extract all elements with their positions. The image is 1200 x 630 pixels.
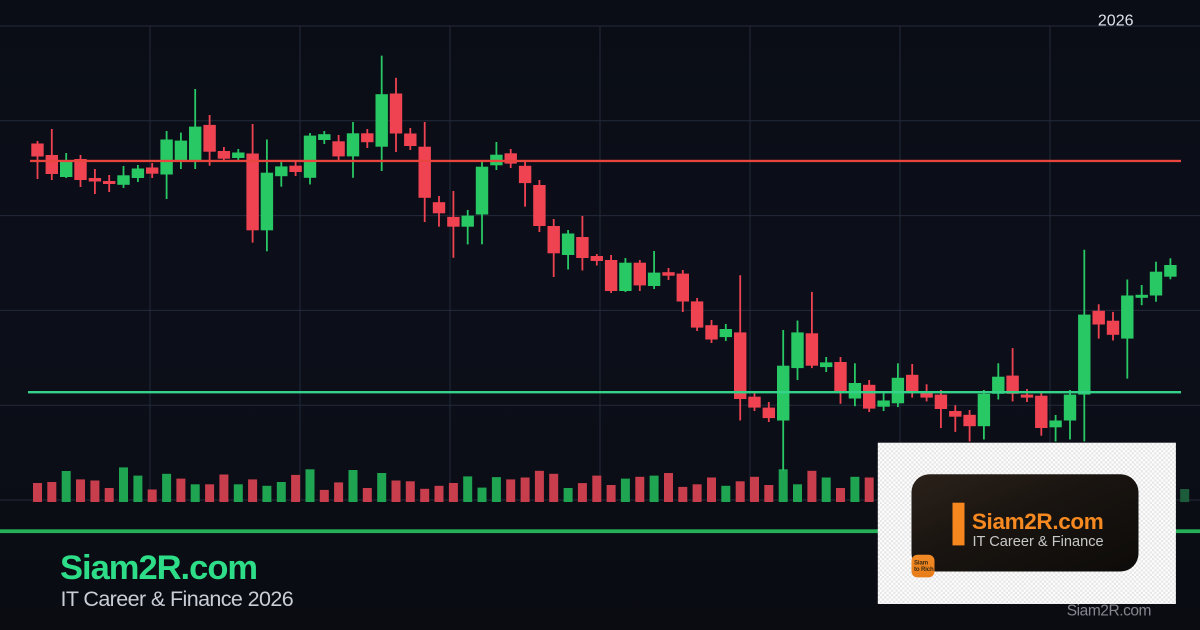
svg-text:IT Career & Finance 2026: IT Career & Finance 2026 [61, 587, 294, 611]
svg-text:Siam: Siam [914, 559, 929, 566]
svg-text:to Rich: to Rich [914, 566, 934, 573]
svg-text:2026: 2026 [1098, 13, 1134, 30]
svg-text:Siam2R.com: Siam2R.com [1067, 602, 1151, 619]
svg-text:Siam2R.com: Siam2R.com [972, 509, 1104, 534]
svg-text:Siam2R.com: Siam2R.com [60, 549, 257, 587]
svg-text:IT Career & Finance: IT Career & Finance [973, 534, 1104, 550]
